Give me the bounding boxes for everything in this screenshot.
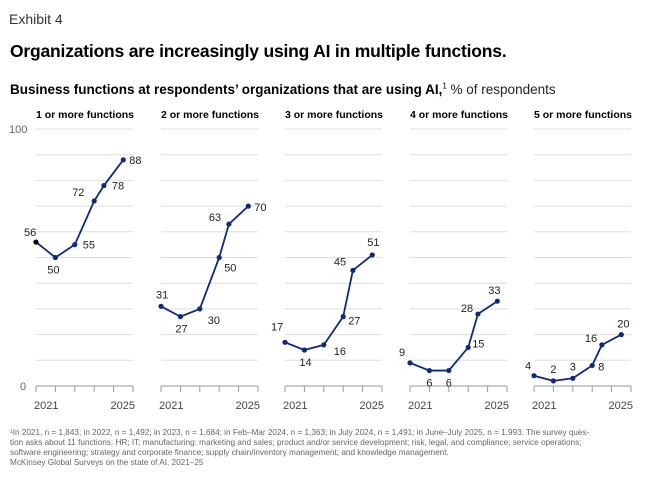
footnote-source: McKinsey Global Surveys on the state of … [10, 458, 204, 467]
data-point [226, 221, 232, 227]
data-label: 4 [525, 361, 531, 373]
data-label: 55 [83, 240, 95, 252]
data-label: 27 [175, 324, 187, 336]
data-label: 33 [488, 285, 500, 297]
y-tick-label: 0 [20, 381, 26, 393]
data-label: 56 [24, 227, 36, 239]
data-point [618, 332, 624, 338]
series-line [409, 300, 498, 372]
series-line [284, 254, 373, 351]
x-tick-label: 2025 [236, 400, 260, 412]
data-point [120, 157, 126, 163]
data-point [570, 375, 576, 381]
data-label: 8 [598, 361, 604, 373]
data-label: 6 [426, 378, 432, 390]
panel-title: 4 or more functions [410, 109, 508, 121]
data-point [52, 254, 59, 261]
panel-title: 3 or more functions [285, 109, 383, 121]
panel-title: 1 or more functions [36, 109, 134, 121]
subtitle-main: Business functions at respondents’ organ… [10, 82, 443, 97]
data-label: 50 [224, 263, 236, 275]
footnote-line: tion asks about 11 functions: HR; IT; ma… [10, 438, 582, 447]
data-label: 30 [208, 315, 220, 327]
data-point [72, 242, 78, 248]
footnote-marker: 1 [442, 81, 447, 91]
data-label: 16 [334, 346, 346, 358]
data-point [475, 311, 481, 317]
small-multiples-chart: 100 0 1 or more functions 2021 2025 56 50 55 72 7… [9, 109, 633, 412]
x-tick-label: 2025 [360, 400, 384, 412]
data-point [589, 362, 595, 369]
data-point [158, 303, 164, 309]
data-point [407, 360, 413, 366]
x-tick-label: 2021 [408, 400, 432, 412]
data-label: 51 [367, 237, 379, 249]
data-label: 70 [254, 202, 266, 214]
chart-title: Organizations are increasingly using AI … [10, 41, 507, 61]
x-tick-label: 2021 [283, 400, 307, 412]
footnote: ¹In 2021, n = 1,843; in 2022, n = 1,492;… [10, 428, 660, 468]
data-label: 6 [446, 378, 452, 390]
data-point [177, 314, 183, 320]
data-point [101, 182, 107, 189]
data-point [91, 198, 97, 204]
exhibit-label: Exhibit 4 [9, 11, 63, 27]
data-label: 3 [570, 361, 576, 373]
data-label: 14 [299, 357, 311, 369]
footnote-line: ¹In 2021, n = 1,843; in 2022, n = 1,492;… [10, 428, 590, 437]
data-point [301, 347, 307, 353]
x-tick-label: 2021 [159, 400, 183, 412]
data-point [599, 342, 605, 348]
data-label: 16 [585, 333, 597, 345]
chart-subtitle: Business functions at respondents’ organ… [10, 82, 556, 97]
panel-title: 2 or more functions [161, 109, 259, 121]
series-line [160, 205, 249, 318]
data-label: 20 [617, 319, 629, 331]
x-tick-label: 2021 [34, 400, 58, 412]
data-label: 9 [399, 347, 405, 359]
data-label: 2 [550, 364, 556, 376]
data-point [550, 378, 557, 384]
data-point [321, 342, 327, 348]
data-point [446, 367, 452, 374]
data-point [350, 267, 356, 273]
data-point [426, 367, 432, 374]
data-point [531, 373, 537, 379]
series-line [533, 333, 622, 382]
y-tick-label: 100 [9, 124, 27, 136]
data-point [216, 254, 222, 261]
data-label: 63 [209, 212, 221, 224]
panel-title: 5 or more functions [534, 109, 632, 121]
subtitle-unit: % of respondents [446, 82, 556, 97]
data-label: 28 [461, 303, 473, 315]
data-point [369, 252, 375, 258]
data-label: 45 [334, 256, 346, 268]
data-label: 17 [271, 321, 283, 333]
data-label: 78 [112, 181, 124, 193]
data-label: 50 [47, 265, 59, 277]
data-point [245, 203, 251, 209]
data-point [340, 314, 346, 320]
data-label: 27 [348, 316, 360, 328]
data-label: 31 [156, 289, 168, 301]
x-tick-label: 2025 [609, 400, 633, 412]
x-tick-label: 2021 [532, 400, 556, 412]
data-label: 15 [472, 338, 484, 350]
footnote-line: software engineering; strategy and corpo… [10, 448, 449, 457]
data-label: 72 [72, 187, 84, 199]
data-point [282, 339, 288, 345]
data-point [33, 239, 39, 245]
data-point [465, 344, 471, 351]
x-tick-label: 2025 [485, 400, 509, 412]
series-line [35, 159, 125, 259]
data-point [197, 306, 203, 312]
x-tick-label: 2025 [111, 400, 135, 412]
data-point [494, 298, 500, 304]
data-label: 88 [129, 155, 141, 167]
